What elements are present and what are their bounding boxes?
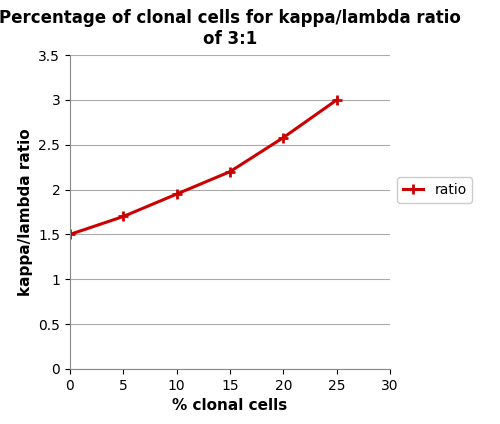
ratio: [334, 98, 340, 103]
ratio: [67, 232, 73, 237]
ratio: [120, 214, 126, 219]
X-axis label: % clonal cells: % clonal cells: [172, 398, 288, 413]
ratio: [227, 169, 233, 174]
ratio: [280, 135, 286, 140]
Title: Percentage of clonal cells for kappa/lambda ratio
of 3:1: Percentage of clonal cells for kappa/lam…: [0, 9, 461, 48]
ratio: [174, 192, 180, 197]
Line: ratio: ratio: [65, 95, 342, 239]
Y-axis label: kappa/lambda ratio: kappa/lambda ratio: [18, 128, 32, 296]
Legend: ratio: ratio: [397, 178, 472, 203]
